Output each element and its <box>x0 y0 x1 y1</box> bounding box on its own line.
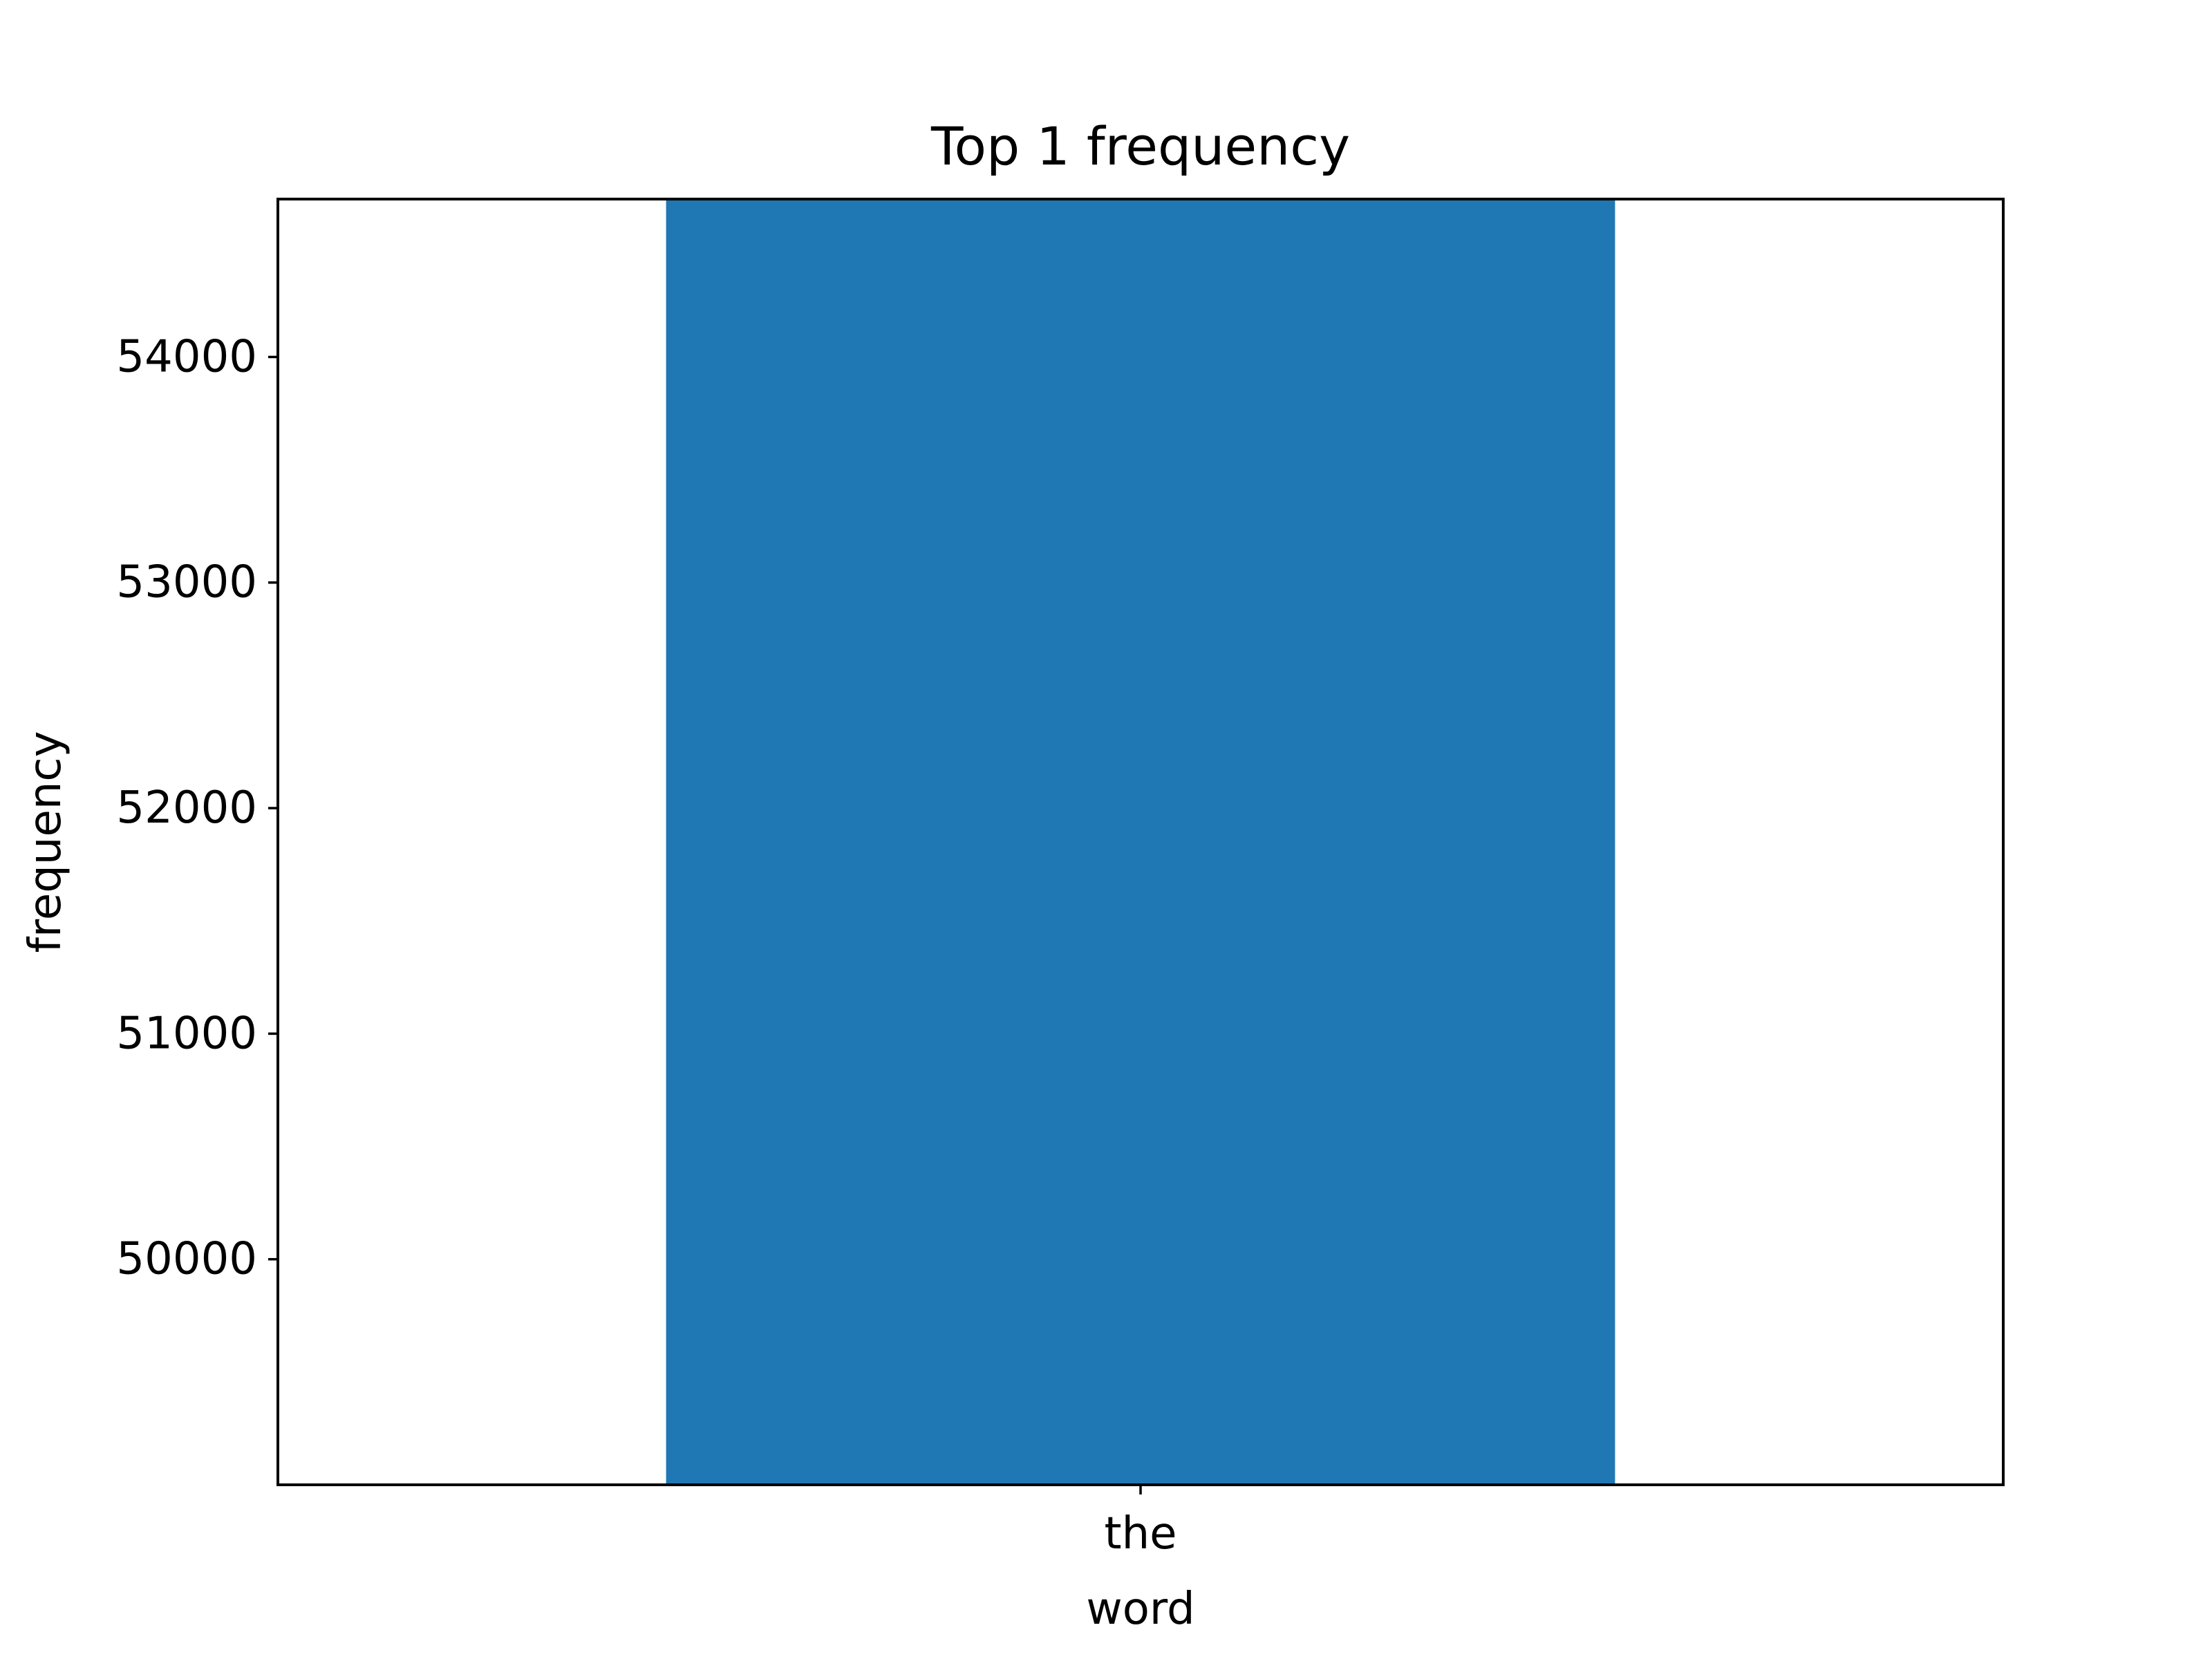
y-tick-label: 53000 <box>116 557 257 608</box>
bar-group <box>666 199 1615 1485</box>
x-axis-label: word <box>1086 1584 1194 1635</box>
bar-the <box>666 199 1615 1485</box>
x-axis: the <box>1104 1485 1177 1559</box>
y-tick-label: 50000 <box>116 1234 257 1285</box>
y-tick-label: 51000 <box>116 1008 257 1059</box>
chart-title: Top 1 frequency <box>930 115 1350 177</box>
y-axis: 50000 51000 52000 53000 54000 <box>116 331 278 1285</box>
y-tick-label: 54000 <box>116 331 257 382</box>
y-tick-label: 52000 <box>116 782 257 834</box>
x-tick-label: the <box>1104 1508 1177 1559</box>
y-axis-label: frequency <box>20 731 71 953</box>
